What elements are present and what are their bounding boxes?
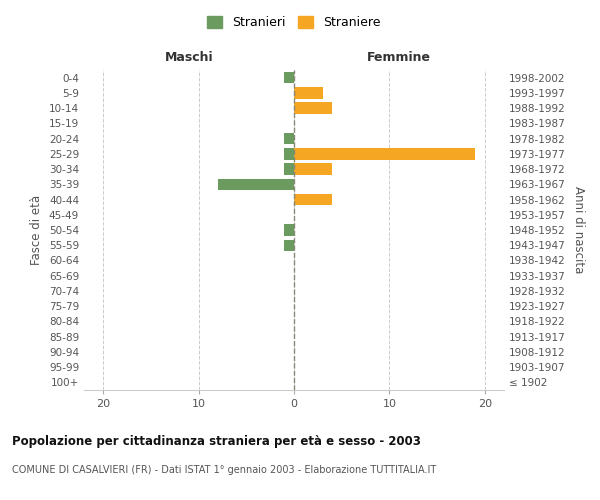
- Bar: [284, 164, 294, 175]
- Text: Maschi: Maschi: [164, 50, 214, 64]
- Bar: [284, 72, 294, 84]
- Bar: [294, 87, 323, 99]
- Legend: Stranieri, Straniere: Stranieri, Straniere: [202, 11, 386, 34]
- Bar: [294, 148, 475, 160]
- Y-axis label: Fasce di età: Fasce di età: [31, 195, 43, 265]
- Bar: [294, 194, 332, 205]
- Bar: [294, 102, 332, 114]
- Bar: [294, 164, 332, 175]
- Y-axis label: Anni di nascita: Anni di nascita: [572, 186, 585, 274]
- Text: Femmine: Femmine: [367, 50, 431, 64]
- Bar: [284, 133, 294, 144]
- Bar: [284, 224, 294, 235]
- Text: Popolazione per cittadinanza straniera per età e sesso - 2003: Popolazione per cittadinanza straniera p…: [12, 435, 421, 448]
- Bar: [284, 148, 294, 160]
- Bar: [218, 178, 294, 190]
- Bar: [284, 240, 294, 251]
- Text: COMUNE DI CASALVIERI (FR) - Dati ISTAT 1° gennaio 2003 - Elaborazione TUTTITALIA: COMUNE DI CASALVIERI (FR) - Dati ISTAT 1…: [12, 465, 436, 475]
